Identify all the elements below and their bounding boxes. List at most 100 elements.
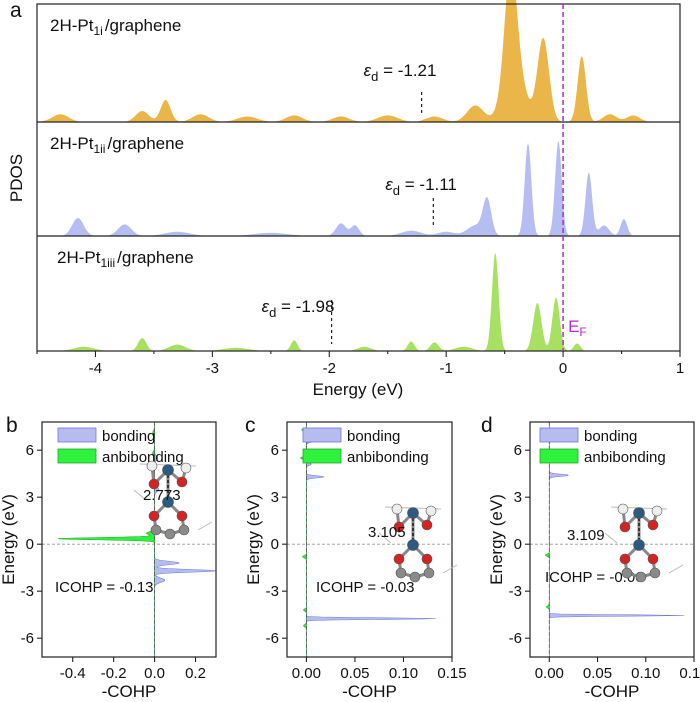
cohp-ytick-label: 6 [271, 442, 279, 459]
epsilon: ε [364, 61, 372, 80]
oxygen-atom [176, 510, 188, 522]
cohp-xtick-label: 0.00 [535, 665, 564, 682]
hydrogen-atom [651, 505, 663, 517]
legend-swatch-bonding [57, 427, 97, 443]
cohp-xtick-label: 0.10 [389, 665, 418, 682]
carbon-atom [409, 571, 421, 583]
cohp-xtick-label: 0.10 [631, 665, 660, 682]
cohp-ytick-label: 3 [271, 489, 279, 506]
structure-illustration [133, 460, 213, 540]
legend-label-bonding: bonding [102, 428, 155, 445]
oxygen-atom [148, 510, 160, 522]
hydrogen-atom [617, 503, 629, 515]
d-band-value: = -1.98 [276, 297, 334, 316]
cohp-ytick-label: 0 [514, 536, 522, 553]
cohp-ytick-label: -3 [21, 583, 34, 600]
pdos-panel-3: 2H-Pt1iii/graphene εd = -1.98 [37, 248, 680, 351]
platinum-atom [633, 507, 645, 519]
legend-swatch-bonding [539, 427, 579, 443]
carbon-atom [621, 567, 633, 579]
epsilon-sub: d [393, 183, 400, 198]
pdos-xtick-label: -3 [206, 360, 219, 377]
cohp-ytick-label: -3 [266, 583, 279, 600]
carbon-atom [164, 528, 176, 540]
epsilon: ε [385, 175, 393, 194]
legend-label-antibonding: anbibonding [584, 449, 666, 466]
cohp-frame-c [286, 421, 453, 658]
bond-length-label: 3.109 [567, 527, 605, 544]
series-label-sub: 1ii [93, 142, 105, 156]
cohp-ylabel: Energy (eV) [0, 494, 18, 585]
cohp-xtick-label: 0.00 [292, 665, 321, 682]
cohp-xtick-label: 0.2 [185, 665, 206, 682]
hydrogen-atom [180, 462, 192, 474]
legend-swatch-antibonding [302, 448, 342, 464]
legend-swatch-antibonding [57, 448, 97, 464]
cohp-xtick-label: -0.4 [60, 665, 86, 682]
platinum-atom [162, 464, 174, 476]
cohp-xtick-label: -0.2 [101, 665, 127, 682]
cohp-xlabel: -COHP [585, 682, 640, 701]
background-bond [604, 532, 618, 544]
oxygen-atom [148, 478, 160, 490]
cohp-panel-c: c6 3 0 -3 -6 0.00 0.05 0.10 0.15 -COHP Energy (eV)… [244, 414, 467, 701]
hydrogen-atom [146, 460, 158, 472]
oxygen-atom [393, 521, 405, 533]
carbon-atom [150, 524, 162, 536]
structure-illustration [378, 503, 458, 583]
pdos-ylabel: PDOS [7, 154, 26, 202]
oxygen-atom [619, 521, 631, 533]
cohp-ylabel: Energy (eV) [244, 494, 263, 585]
legend-swatch-bonding [302, 427, 342, 443]
pdos-xtick-label: -4 [89, 360, 102, 377]
panel-c-label: c [245, 414, 256, 437]
icohp-label: ICOHP = -0.13 [55, 579, 154, 596]
series-label-main: 2H-Pt [50, 134, 94, 153]
oxygen-atom [647, 519, 659, 531]
bond-length-label: 3.105 [368, 524, 406, 541]
series-label-main: 2H-Pt [57, 248, 101, 267]
epsilon-sub: d [269, 305, 276, 320]
cohp-xlabel: -COHP [342, 682, 397, 701]
oxygen-atom [421, 519, 433, 531]
pdos-frame [36, 3, 681, 352]
fermi-sub: F [579, 325, 586, 339]
carbon-atom [423, 567, 435, 579]
cohp-xtick-label: 0.15 [679, 665, 700, 682]
series-label-sub: 1i [93, 24, 102, 38]
legend-label-antibonding: anbibonding [347, 449, 429, 466]
cohp-ytick-label: 6 [26, 442, 34, 459]
oxygen-atom [619, 553, 631, 565]
legend-label-bonding: bonding [347, 428, 400, 445]
background-bond [197, 521, 213, 531]
oxygen-atom [176, 476, 188, 488]
carbon-atom [649, 567, 661, 579]
series-label-tail: /graphene [107, 134, 184, 153]
pdos-area-1 [37, 0, 680, 122]
pdos-xtick-label: 1 [676, 360, 684, 377]
cohp-ytick-label: -3 [509, 583, 522, 600]
epsilon: ε [262, 297, 270, 316]
cohp-panel-d: d 6 3 0 -3 -6 0.00 0.05 0.10 0.15 -COHP Energy (eV)… [481, 414, 700, 701]
series-label-tail: /graphene [117, 248, 194, 267]
series-label-tail: /graphene [105, 16, 182, 35]
cohp-ytick-label: -6 [509, 630, 522, 647]
cohp-ytick-label: -6 [266, 630, 279, 647]
pdos-xtick-label: 0 [559, 360, 567, 377]
platinum-atom [162, 496, 174, 508]
background-bond [668, 564, 684, 574]
hydrogen-atom [391, 503, 403, 515]
cohp-ytick-label: 0 [26, 536, 34, 553]
pdos-panel-1: 2H-Pt1i/graphene εd = -1.21 [37, 0, 680, 122]
background-bond [133, 489, 147, 501]
pdos-xtick-label: -1 [440, 360, 453, 377]
series-label-main: 2H-Pt [50, 16, 94, 35]
cohp-xtick-label: 0.05 [583, 665, 612, 682]
series-label-sub: 1iii [100, 256, 115, 270]
pdos-xlabel: Energy (eV) [313, 380, 404, 399]
d-band-value: = -1.11 [400, 175, 457, 194]
pdos-area-2 [37, 141, 680, 236]
fermi-level-label: EF [568, 317, 587, 339]
legend-label-bonding: bonding [584, 428, 637, 445]
